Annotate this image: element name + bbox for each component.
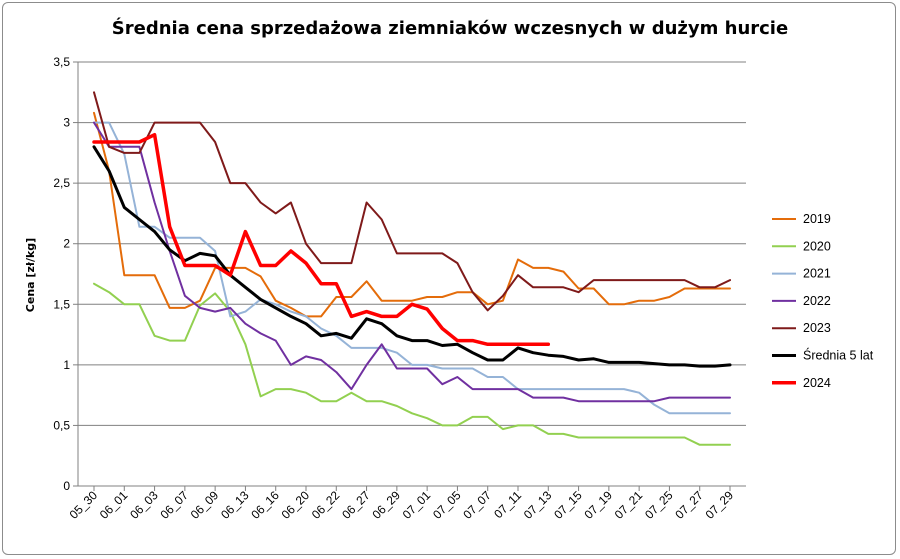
series-line-2022 xyxy=(93,121,731,403)
series-lines xyxy=(92,91,732,446)
y-tick-label: 2 xyxy=(63,237,70,251)
series-line-2021 xyxy=(93,121,731,415)
y-tick-label: 1,5 xyxy=(53,297,70,311)
legend-label: 2024 xyxy=(803,376,831,390)
chart-title: Średnia cena sprzedażowa ziemniaków wcze… xyxy=(111,18,789,39)
x-tick-label: 06_16 xyxy=(248,488,282,522)
legend-label: 2022 xyxy=(803,294,831,308)
y-axis-label: Cena [zł/kg] xyxy=(24,238,37,312)
x-axis-ticks: 05_3006_0106_0306_0706_0906_1306_1606_20… xyxy=(67,488,737,522)
axes xyxy=(73,61,746,491)
x-tick-label: 06_07 xyxy=(157,488,191,522)
x-tick-label: 07_29 xyxy=(703,488,737,522)
y-tick-label: 1 xyxy=(63,358,70,372)
x-tick-label: 07_27 xyxy=(672,488,706,522)
x-tick-label: 06_27 xyxy=(339,488,373,522)
x-tick-label: 06_13 xyxy=(218,488,252,522)
y-tick-label: 3 xyxy=(63,116,70,130)
x-tick-label: 07_19 xyxy=(581,488,615,522)
legend-label: Średnia 5 lat xyxy=(803,348,874,363)
series-line-2020 xyxy=(93,282,731,446)
x-tick-label: 07_07 xyxy=(460,488,494,522)
x-tick-label: 07_21 xyxy=(612,488,646,522)
series-line-2023 xyxy=(93,91,731,312)
legend-label: 2021 xyxy=(803,267,831,281)
x-tick-label: 07_11 xyxy=(491,488,524,521)
x-tick-label: 06_01 xyxy=(97,488,131,522)
y-axis-ticks: 0 0,5 1 1,5 2 2,5 3 3,5 xyxy=(53,55,70,493)
y-tick-label: 2,5 xyxy=(53,176,70,190)
x-tick-label: 07_13 xyxy=(521,488,555,522)
legend-label: 2020 xyxy=(803,239,831,253)
legend-label: 2019 xyxy=(803,212,831,226)
x-tick-label: 06_29 xyxy=(369,488,403,522)
x-tick-label: 06_09 xyxy=(188,488,222,522)
x-tick-label: 06_20 xyxy=(279,488,313,522)
x-tick-label: 07_15 xyxy=(551,488,585,522)
x-tick-label: 07_05 xyxy=(430,488,464,522)
x-tick-label: 05_30 xyxy=(67,488,101,522)
x-tick-label: 06_03 xyxy=(127,488,161,522)
y-tick-label: 0,5 xyxy=(53,418,70,432)
series-line-2024 xyxy=(92,132,551,347)
x-tick-label: 06_22 xyxy=(309,488,343,522)
series-line-2019 xyxy=(93,111,731,318)
legend-label: 2023 xyxy=(803,321,831,335)
series-line--rednia-5-lat xyxy=(92,145,732,368)
y-tick-label: 0 xyxy=(63,479,70,493)
legend: 2019 2020 2021 2022 2023 Średnia 5 lat 2024 xyxy=(772,212,874,390)
x-tick-label: 07_25 xyxy=(642,488,676,522)
x-tick-label: 07_01 xyxy=(400,488,434,522)
y-tick-label: 3,5 xyxy=(53,55,70,69)
